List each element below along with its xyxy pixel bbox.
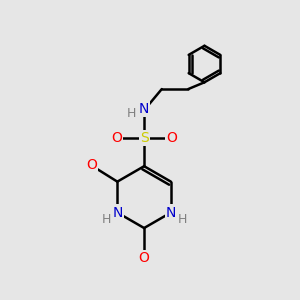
- Text: O: O: [86, 158, 97, 172]
- Text: N: N: [112, 206, 122, 220]
- Text: S: S: [140, 131, 148, 145]
- Text: O: O: [139, 251, 149, 266]
- Text: O: O: [111, 131, 122, 145]
- Text: O: O: [166, 131, 177, 145]
- Text: H: H: [127, 107, 136, 120]
- Text: H: H: [101, 213, 111, 226]
- Text: N: N: [138, 102, 149, 116]
- Text: N: N: [166, 206, 176, 220]
- Text: H: H: [177, 213, 187, 226]
